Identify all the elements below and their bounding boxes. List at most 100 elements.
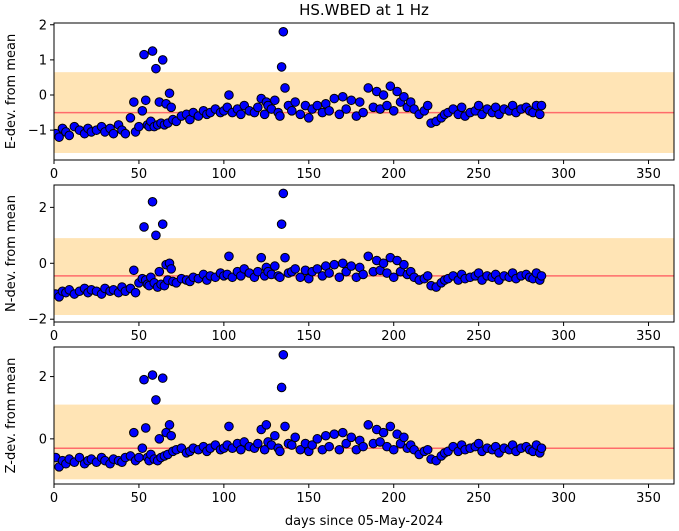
data-point-z: [157, 373, 168, 383]
chart-title: HS.WBED at 1 Hz: [299, 1, 429, 19]
data-point-e: [166, 102, 177, 113]
panel-z: 0 50 100 150 200 250 300 350 2 0 Z-dev. from mean: [4, 346, 675, 506]
data-point-e: [535, 109, 545, 120]
data-point-z: [320, 430, 331, 441]
data-point-e: [382, 100, 392, 111]
data-point-e: [337, 91, 348, 102]
data-point-e: [108, 128, 119, 139]
data-point-z: [290, 432, 301, 443]
y-axis-label-e: E-dev. from mean: [4, 34, 19, 149]
x-tick-label-e: 300: [551, 167, 576, 182]
data-point-n: [154, 266, 165, 277]
data-point-e: [236, 109, 246, 120]
x-tick-label-e: 200: [381, 167, 406, 182]
y-axis-label-z: Z-dev. from mean: [4, 358, 19, 474]
x-tick-label-n: 200: [381, 329, 406, 344]
data-point-e: [385, 81, 396, 92]
data-point-e: [54, 132, 64, 142]
data-point-e: [280, 83, 290, 93]
data-point-e: [354, 97, 365, 107]
data-point-n: [334, 272, 345, 283]
data-point-z: [536, 443, 547, 453]
data-point-z: [399, 432, 409, 443]
data-point-e: [275, 111, 285, 121]
data-point-z: [329, 429, 340, 439]
data-point-n: [536, 271, 547, 281]
data-point-z: [275, 446, 285, 457]
x-tick-label-z: 350: [636, 491, 661, 506]
y-tick-label-e: −1: [28, 124, 47, 139]
data-point-n: [290, 264, 301, 274]
axes-frame-n: [53, 184, 675, 323]
y-tick-label-z: 0: [39, 432, 47, 447]
data-point-e: [164, 88, 175, 99]
x-tick-label-n: 50: [131, 329, 148, 344]
data-point-e: [64, 130, 75, 141]
data-point-e: [378, 90, 389, 100]
y-tick-label-e: 1: [39, 53, 47, 68]
data-point-e: [151, 63, 161, 74]
x-tick-label-n: 100: [211, 329, 236, 344]
data-point-z: [385, 421, 396, 432]
data-point-e: [341, 104, 351, 114]
x-tick-label-z: 300: [551, 491, 576, 506]
data-point-z: [224, 421, 234, 432]
x-tick-label-z: 0: [50, 491, 58, 506]
data-point-n: [388, 272, 399, 283]
plot-area-z: [54, 349, 674, 480]
data-point-e: [358, 107, 368, 118]
data-point-n: [378, 258, 389, 269]
data-point-z: [337, 427, 348, 438]
y-tick-label-z: 2: [39, 370, 47, 385]
data-point-e: [276, 62, 287, 72]
data-point-n: [346, 261, 357, 271]
data-point-e: [303, 113, 314, 123]
data-point-z: [378, 427, 389, 438]
data-point-e: [224, 90, 234, 100]
data-point-n: [382, 268, 392, 278]
data-point-n: [151, 230, 161, 241]
data-point-e: [259, 109, 270, 120]
plot-area-n: [54, 188, 674, 316]
data-point-z: [140, 423, 151, 433]
data-point-z: [388, 444, 399, 455]
data-point-n: [129, 265, 139, 276]
axes-frame-z: [53, 346, 675, 485]
data-point-e: [157, 55, 168, 65]
data-point-e: [139, 49, 149, 60]
data-point-e: [392, 86, 402, 97]
data-point-e: [125, 113, 136, 123]
data-point-z: [129, 427, 139, 438]
data-point-z: [137, 443, 148, 453]
data-point-z: [473, 438, 484, 449]
data-point-n: [139, 222, 149, 232]
x-tick-label-n: 250: [466, 329, 491, 344]
data-point-z: [422, 444, 433, 455]
data-point-z: [151, 395, 161, 405]
data-point-n: [399, 259, 409, 270]
data-point-e: [363, 83, 374, 93]
data-point-z: [164, 420, 175, 430]
data-point-n: [337, 258, 348, 269]
data-point-e: [290, 97, 301, 107]
data-point-n: [363, 251, 374, 262]
data-point-n: [280, 252, 290, 263]
x-tick-label-e: 250: [466, 167, 491, 182]
data-point-e: [129, 97, 139, 107]
data-point-e: [329, 93, 340, 104]
data-point-n: [147, 196, 158, 207]
axes-frame-e: [53, 22, 675, 161]
x-tick-label-z: 100: [211, 491, 236, 506]
data-point-z: [270, 430, 280, 441]
data-point-e: [287, 106, 297, 116]
data-point-z: [236, 444, 246, 455]
data-point-e: [295, 109, 306, 120]
data-point-e: [456, 102, 467, 113]
data-point-n: [256, 252, 267, 263]
data-point-z: [363, 420, 374, 430]
data-point-z: [253, 438, 263, 449]
data-point-z: [74, 452, 85, 463]
data-point-z: [334, 444, 345, 455]
